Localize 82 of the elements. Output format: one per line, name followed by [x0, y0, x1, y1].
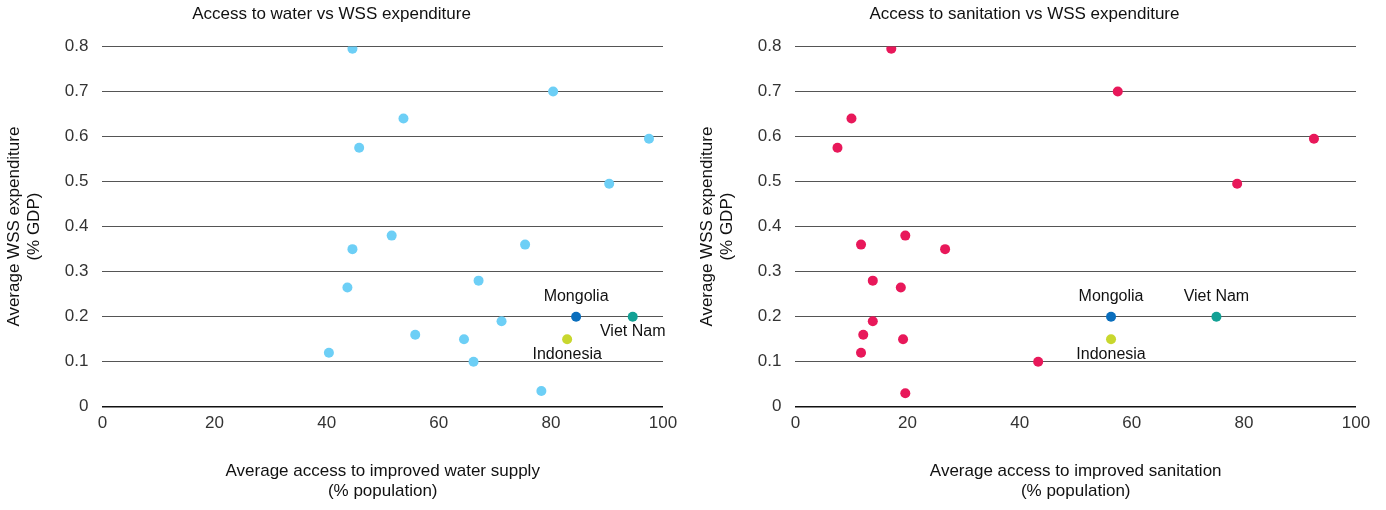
series-label: Viet Nam [599, 322, 666, 340]
x-tick-label: 100 [1341, 412, 1371, 432]
x-axis-title: Average access to improved water supply (% population) [225, 461, 541, 501]
x-tick-label: 100 [648, 412, 678, 432]
x-tick-label: 0 [97, 412, 108, 432]
series-label: Indonesia [1076, 344, 1146, 362]
x-tick-label: 20 [898, 412, 918, 432]
x-tick-label: 0 [790, 412, 801, 432]
point [398, 113, 409, 124]
point [900, 388, 911, 399]
y-tick-label: 0.6 [757, 126, 782, 146]
point [347, 244, 358, 255]
x-tick-label: 40 [317, 412, 337, 432]
point [323, 347, 334, 358]
y-tick-label: 0 [78, 396, 89, 416]
y-tick-label: 0 [771, 396, 782, 416]
y-tick-label: 0.1 [757, 351, 782, 371]
point [1211, 311, 1222, 322]
point [354, 142, 365, 153]
point [643, 133, 654, 144]
x-axis-title: Average access to improved sanitation (% population) [929, 461, 1222, 501]
point [1232, 178, 1243, 189]
point [562, 334, 573, 345]
point [410, 329, 421, 340]
y-tick-label: 0.8 [64, 36, 89, 56]
point [548, 86, 559, 97]
series-label: Mongolia [1078, 287, 1144, 305]
series-label: Mongolia [543, 287, 609, 305]
y-tick-label: 0.7 [757, 81, 782, 101]
point [846, 113, 857, 124]
y-tick-label: 0.4 [757, 216, 782, 236]
point [536, 386, 547, 397]
point [886, 46, 897, 54]
point [468, 356, 479, 367]
point [1033, 356, 1044, 367]
x-tick-label: 20 [205, 412, 225, 432]
y-tick-label: 0.7 [64, 81, 89, 101]
x-tick-label: 60 [1122, 412, 1142, 432]
point [473, 275, 484, 286]
x-tick-label: 60 [429, 412, 449, 432]
point [832, 142, 843, 153]
point [347, 46, 358, 54]
point [858, 329, 869, 340]
x-tick-label: 80 [541, 412, 561, 432]
y-tick-label: 0.8 [757, 36, 782, 56]
point [571, 311, 582, 322]
y-axis-title: Average WSS expenditure (% GDP) [696, 126, 737, 327]
point [1112, 86, 1123, 97]
point [342, 282, 353, 293]
point [856, 347, 867, 358]
y-tick-label: 0.4 [64, 216, 89, 236]
y-tick-label: 0.3 [757, 261, 782, 281]
point [856, 239, 867, 250]
y-axis-title: Average WSS expenditure (% GDP) [3, 126, 44, 327]
y-tick-label: 0.2 [757, 306, 782, 326]
point [496, 316, 507, 327]
point [867, 316, 878, 327]
series-label: Viet Nam [1183, 287, 1250, 305]
point [1106, 334, 1117, 345]
point [898, 334, 909, 345]
chart-title: Access to sanitation vs WSS expenditure [869, 3, 1180, 23]
x-tick-label: 40 [1010, 412, 1030, 432]
y-tick-label: 0.2 [64, 306, 89, 326]
y-tick-label: 0.3 [64, 261, 89, 281]
y-tick-label: 0.5 [64, 171, 89, 191]
point [940, 244, 951, 255]
chart-title: Access to water vs WSS expenditure [192, 3, 471, 23]
point [1106, 311, 1117, 322]
point [627, 311, 638, 322]
point [386, 230, 397, 241]
point [604, 178, 615, 189]
point [900, 230, 911, 241]
point [867, 275, 878, 286]
point [520, 239, 531, 250]
y-tick-label: 0.5 [757, 171, 782, 191]
series-label: Indonesia [532, 344, 602, 362]
y-tick-label: 0.1 [64, 351, 89, 371]
y-tick-label: 0.6 [64, 126, 89, 146]
point [1308, 133, 1319, 144]
point [895, 282, 906, 293]
point [459, 334, 469, 345]
x-tick-label: 80 [1234, 412, 1254, 432]
